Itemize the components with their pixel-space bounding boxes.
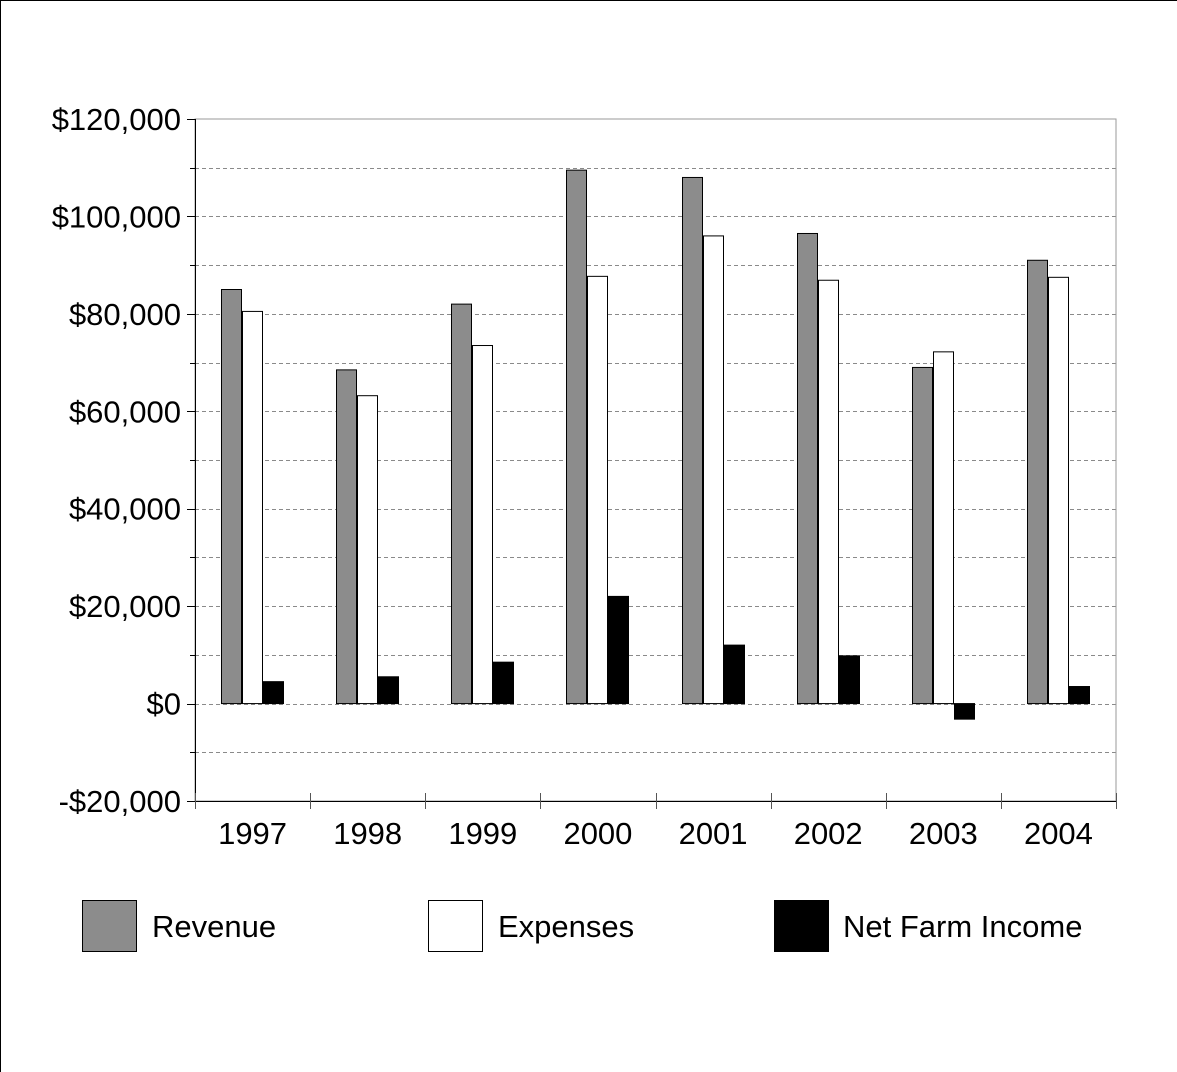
bar-revenue-2002 — [797, 232, 818, 705]
bar-revenue-2003 — [912, 366, 933, 705]
bar-net-farm-income-2002 — [839, 655, 860, 705]
legend-swatch-net-farm-income — [774, 900, 829, 952]
bar-expenses-1998 — [357, 395, 378, 705]
bar-net-farm-income-1997 — [263, 681, 284, 705]
bar-expenses-2001 — [703, 235, 724, 705]
bar-expenses-2003 — [933, 351, 954, 705]
bar-net-farm-income-2003 — [954, 703, 975, 720]
x-tick-label: 1999 — [448, 816, 517, 851]
bar-revenue-2004 — [1027, 259, 1048, 705]
bar-expenses-1999 — [472, 345, 493, 705]
bar-expenses-2000 — [587, 275, 608, 705]
y-tick-label: $20,000 — [69, 589, 181, 624]
legend-label-net-farm-income: Net Farm Income — [843, 909, 1082, 944]
y-tick-label: $40,000 — [69, 492, 181, 527]
x-tick-label: 2002 — [794, 816, 863, 851]
legend-label-expenses: Expenses — [498, 909, 634, 944]
legend: Revenue Expenses Net Farm Income — [82, 900, 1082, 952]
x-tick-label: 2001 — [679, 816, 748, 851]
plot-area — [194, 118, 1117, 802]
y-tick-label: $60,000 — [69, 394, 181, 429]
axes — [187, 118, 1117, 809]
bars — [221, 169, 1090, 720]
bar-net-farm-income-1999 — [493, 661, 514, 705]
legend-swatch-revenue — [82, 900, 137, 952]
bar-revenue-2000 — [566, 169, 587, 705]
x-tick-label: 2003 — [909, 816, 978, 851]
bar-revenue-2001 — [682, 176, 703, 705]
bar-net-farm-income-2000 — [608, 595, 629, 705]
x-tick-label: 1998 — [333, 816, 402, 851]
x-tick-label: 1997 — [218, 816, 287, 851]
bar-net-farm-income-2004 — [1069, 686, 1090, 705]
x-tick-label: 2000 — [563, 816, 632, 851]
legend-label-revenue: Revenue — [152, 909, 276, 944]
bar-revenue-1998 — [336, 369, 357, 705]
y-tick-label: $80,000 — [69, 297, 181, 332]
bar-net-farm-income-2001 — [724, 644, 745, 705]
y-tick-label: $100,000 — [52, 199, 181, 234]
bar-revenue-1997 — [221, 289, 242, 705]
bar-expenses-2004 — [1048, 276, 1069, 705]
y-tick-label: $120,000 — [52, 102, 181, 137]
bar-expenses-1997 — [242, 310, 263, 705]
y-tick-label: $0 — [147, 687, 181, 722]
gridlines — [195, 168, 1116, 753]
legend-swatch-expenses — [428, 900, 483, 952]
x-tick-label: 2004 — [1024, 816, 1093, 851]
bar-expenses-2002 — [818, 279, 839, 705]
y-tick-label: -$20,000 — [59, 784, 181, 819]
bar-net-farm-income-1998 — [378, 676, 399, 705]
bar-revenue-1999 — [451, 303, 472, 705]
tick-labels: $120,000 $100,000 $80,000 $60,000 $40,000 $20… — [52, 102, 1093, 851]
